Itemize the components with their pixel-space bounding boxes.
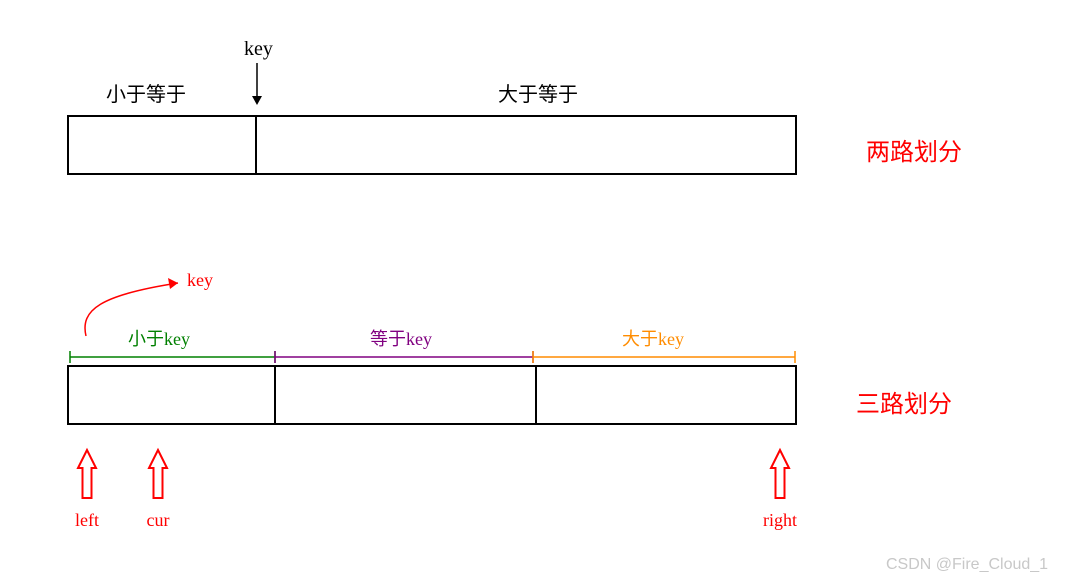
p2-bracket3 xyxy=(533,351,795,363)
p2-bracket1 xyxy=(70,351,275,363)
diagram-svg xyxy=(0,0,1070,585)
p2-curve-arrow xyxy=(85,278,178,336)
p1-box xyxy=(68,116,796,174)
p2-box xyxy=(68,366,796,424)
p2-cur-arrow-icon xyxy=(149,450,167,498)
p2-bracket2 xyxy=(275,351,533,363)
p1-arrow xyxy=(252,63,262,105)
p2-left-arrow-icon xyxy=(78,450,96,498)
p2-right-arrow-icon xyxy=(771,450,789,498)
